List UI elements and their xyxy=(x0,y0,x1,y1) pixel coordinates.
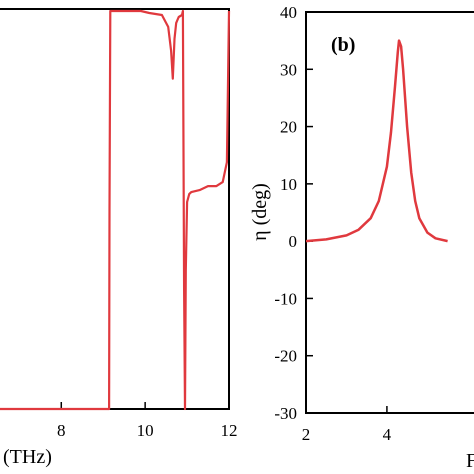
panel-b-xlabel: F xyxy=(466,450,474,472)
panel-a-xlabel: (THz) xyxy=(3,446,52,468)
panel-a-series-line xyxy=(0,9,231,411)
panel-b-ytick-label: 10 xyxy=(280,175,297,194)
panel-b-ytick-label: 30 xyxy=(280,60,297,79)
panel-b-ytick-label: 20 xyxy=(280,118,297,137)
panel-a-xtick-label: 8 xyxy=(57,421,66,440)
panel-b-ytick-label: 0 xyxy=(289,232,298,251)
panel-a: 8 10 12 (THz) xyxy=(0,8,238,468)
panel-b-series-line xyxy=(305,39,448,243)
panel-a-xtick-label: 10 xyxy=(137,421,154,440)
panel-b-ytick-label: -20 xyxy=(274,347,297,366)
panel-b-xtick-label: 4 xyxy=(383,425,392,444)
panel-b-ytick-label: -10 xyxy=(274,289,297,308)
panel-b-frame xyxy=(305,11,474,414)
panel-b: -30 -20 -10 0 10 20 30 40 2 4 Fη (deg) (b) xyxy=(249,3,474,472)
panel-a-frame xyxy=(0,8,230,410)
panel-a-xtick-label: 12 xyxy=(221,421,238,440)
panel-b-xtick-label: 2 xyxy=(302,425,311,444)
panel-b-ylabel: η (deg) xyxy=(249,183,271,241)
panel-b-ytick-label: -30 xyxy=(274,404,297,423)
panel-b-ytick-label: 40 xyxy=(280,3,297,22)
panel-b-label: (b) xyxy=(331,34,355,56)
